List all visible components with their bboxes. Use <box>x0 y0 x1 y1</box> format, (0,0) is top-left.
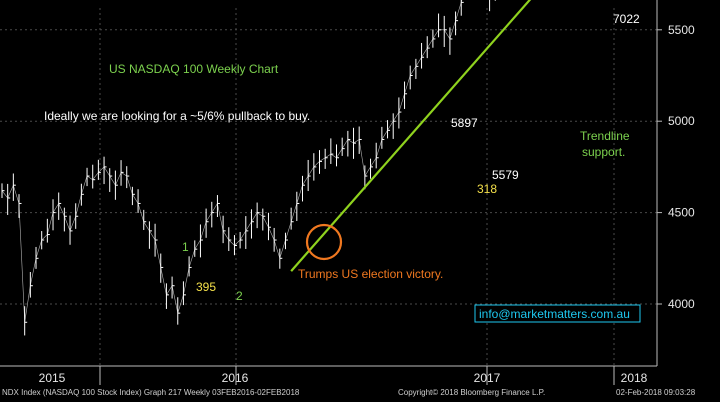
annotation-5579: 5579 <box>492 168 519 182</box>
brand-label: info@marketmatters.com.au <box>479 307 630 321</box>
footer-copyright: Copyright© 2018 Bloomberg Finance L.P. <box>398 388 546 397</box>
axes: 4000450050005500600065007000201520162017… <box>0 0 695 385</box>
x-tick-label: 2018 <box>621 371 648 385</box>
annotation-318: 318 <box>477 182 497 196</box>
chart-title: US NASDAQ 100 Weekly Chart <box>109 62 279 76</box>
y-tick-label: 5500 <box>668 23 695 37</box>
annotation-1: 1 <box>182 240 189 254</box>
annotations: 6901.504US NASDAQ 100 Weekly ChartIdeall… <box>44 0 641 323</box>
y-tick-label: 4000 <box>668 297 695 311</box>
annotation-395: 395 <box>196 280 216 294</box>
x-tick-label: 2015 <box>39 371 66 385</box>
y-tick-label: 4500 <box>668 206 695 220</box>
footer-source: NDX Index (NASDAQ 100 Stock Index) Graph… <box>2 388 300 397</box>
y-tick-label: 5000 <box>668 114 695 128</box>
election-circle <box>305 223 343 261</box>
trendline <box>290 0 532 272</box>
annotation-5897: 5897 <box>451 116 478 130</box>
footer-timestamp: 02-Feb-2018 09:03:28 <box>616 388 696 397</box>
price-line <box>1 0 463 323</box>
footer-bar: NDX Index (NASDAQ 100 Stock Index) Graph… <box>0 385 720 402</box>
chart-subtitle: Ideally we are looking for a ~5/6% pullb… <box>44 109 310 123</box>
trendline-label-line1: Trendline <box>580 129 630 143</box>
brand-box <box>474 304 641 323</box>
annotation-2: 2 <box>236 289 243 303</box>
x-tick-label: 2016 <box>222 371 249 385</box>
election-label: Trumps US election victory. <box>298 267 443 281</box>
price-series <box>1 0 496 336</box>
trendline-label-line2: support. <box>582 145 625 159</box>
annotation-7022: 7022 <box>613 12 640 26</box>
